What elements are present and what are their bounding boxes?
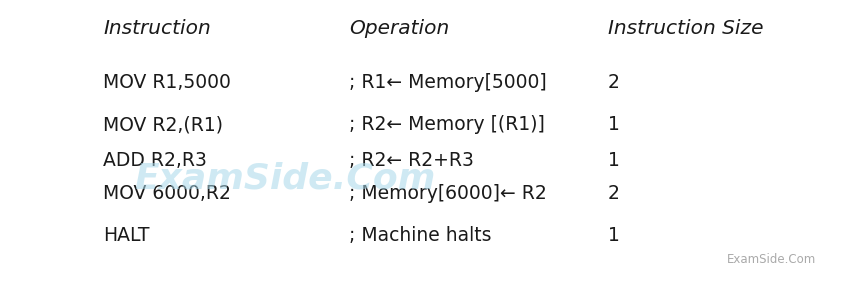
Text: ; R2← Memory [(R1)]: ; R2← Memory [(R1)] <box>349 115 544 134</box>
Text: 2: 2 <box>607 184 619 203</box>
Text: 1: 1 <box>607 151 619 170</box>
Text: MOV R2,(R1): MOV R2,(R1) <box>103 115 223 134</box>
Text: ADD R2,R3: ADD R2,R3 <box>103 151 208 170</box>
Text: HALT: HALT <box>103 226 150 245</box>
Text: ; Memory[6000]← R2: ; Memory[6000]← R2 <box>349 184 546 203</box>
Text: ExamSide.Com: ExamSide.Com <box>726 253 815 266</box>
Text: Instruction: Instruction <box>103 19 211 38</box>
Text: 1: 1 <box>607 226 619 245</box>
Text: Instruction Size: Instruction Size <box>607 19 762 38</box>
Text: Operation: Operation <box>349 19 449 38</box>
Text: 1: 1 <box>607 115 619 134</box>
Text: 2: 2 <box>607 73 619 92</box>
Text: ExamSide.Com: ExamSide.Com <box>133 162 435 196</box>
Text: ; R2← R2+R3: ; R2← R2+R3 <box>349 151 474 170</box>
Text: MOV R1,5000: MOV R1,5000 <box>103 73 231 92</box>
Text: ; R1← Memory[5000]: ; R1← Memory[5000] <box>349 73 546 92</box>
Text: MOV 6000,R2: MOV 6000,R2 <box>103 184 231 203</box>
Text: ; Machine halts: ; Machine halts <box>349 226 491 245</box>
